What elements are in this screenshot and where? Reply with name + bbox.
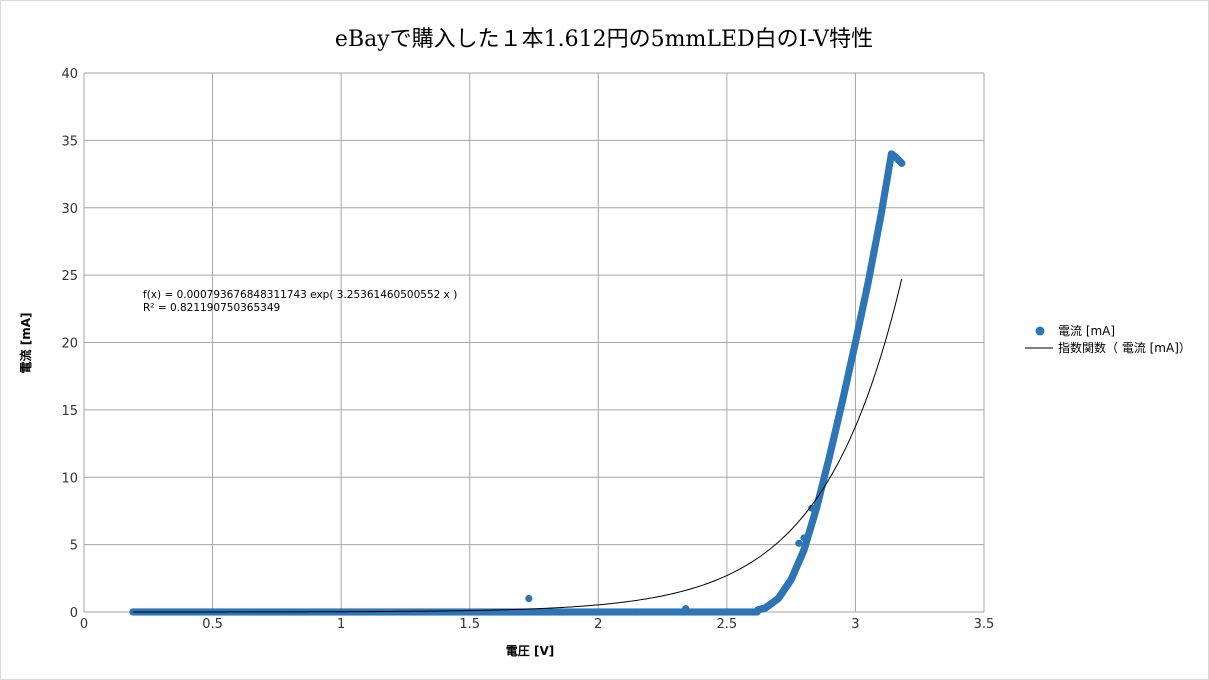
- y-tick-label: 30: [61, 202, 78, 217]
- trendline-equation: f(x) = 0.000793676848311743 exp( 3.25361…: [143, 289, 457, 301]
- x-tick-label: 3.5: [974, 617, 995, 632]
- x-tick-label: 0.5: [202, 617, 223, 632]
- x-tick-label: 1.5: [459, 617, 480, 632]
- grid: [83, 72, 985, 613]
- series-current: [129, 150, 906, 616]
- y-tick-label: 35: [61, 134, 78, 149]
- y-axis-label: 電流 [mA]: [18, 313, 33, 374]
- tick-labels: 0 0.5 1 1.5 2 2.5 3 3.5 0 5 10 15 20 25 30 35 40: [61, 67, 994, 632]
- trendline-r-squared: R² = 0.821190750365349: [143, 302, 280, 314]
- data-point-outlier: [795, 539, 803, 547]
- x-tick-label: 1: [337, 617, 345, 632]
- x-axis-label: 電圧 [V]: [506, 644, 554, 658]
- chart-title: eBayで購入した１本1.612円の5mmLED白のI-V特性: [335, 27, 873, 52]
- data-point-outlier: [525, 594, 533, 603]
- legend-label-current: 電流 [mA]: [1058, 324, 1115, 338]
- data-point: [898, 159, 906, 167]
- x-tick-label: 2: [594, 617, 602, 632]
- y-tick-label: 10: [61, 471, 78, 486]
- legend: 電流 [mA] 指数関数（ 電流 [mA]）: [1025, 324, 1191, 355]
- y-tick-label: 40: [61, 67, 78, 82]
- y-tick-label: 0: [70, 606, 78, 621]
- y-tick-label: 5: [70, 539, 78, 554]
- y-tick-label: 20: [61, 337, 78, 352]
- exponential-trendline: [132, 278, 903, 613]
- y-tick-label: 25: [61, 269, 78, 284]
- y-tick-label: 15: [61, 404, 78, 419]
- data-point-outlier: [682, 605, 690, 613]
- legend-label-trendline: 指数関数（ 電流 [mA]）: [1058, 340, 1191, 355]
- data-point-outlier: [808, 504, 816, 512]
- x-tick-label: 3: [851, 617, 859, 632]
- x-tick-label: 0: [80, 617, 88, 632]
- legend-marker-current: [1035, 326, 1045, 336]
- data-point-outlier: [800, 534, 808, 542]
- x-tick-label: 2.5: [717, 617, 738, 632]
